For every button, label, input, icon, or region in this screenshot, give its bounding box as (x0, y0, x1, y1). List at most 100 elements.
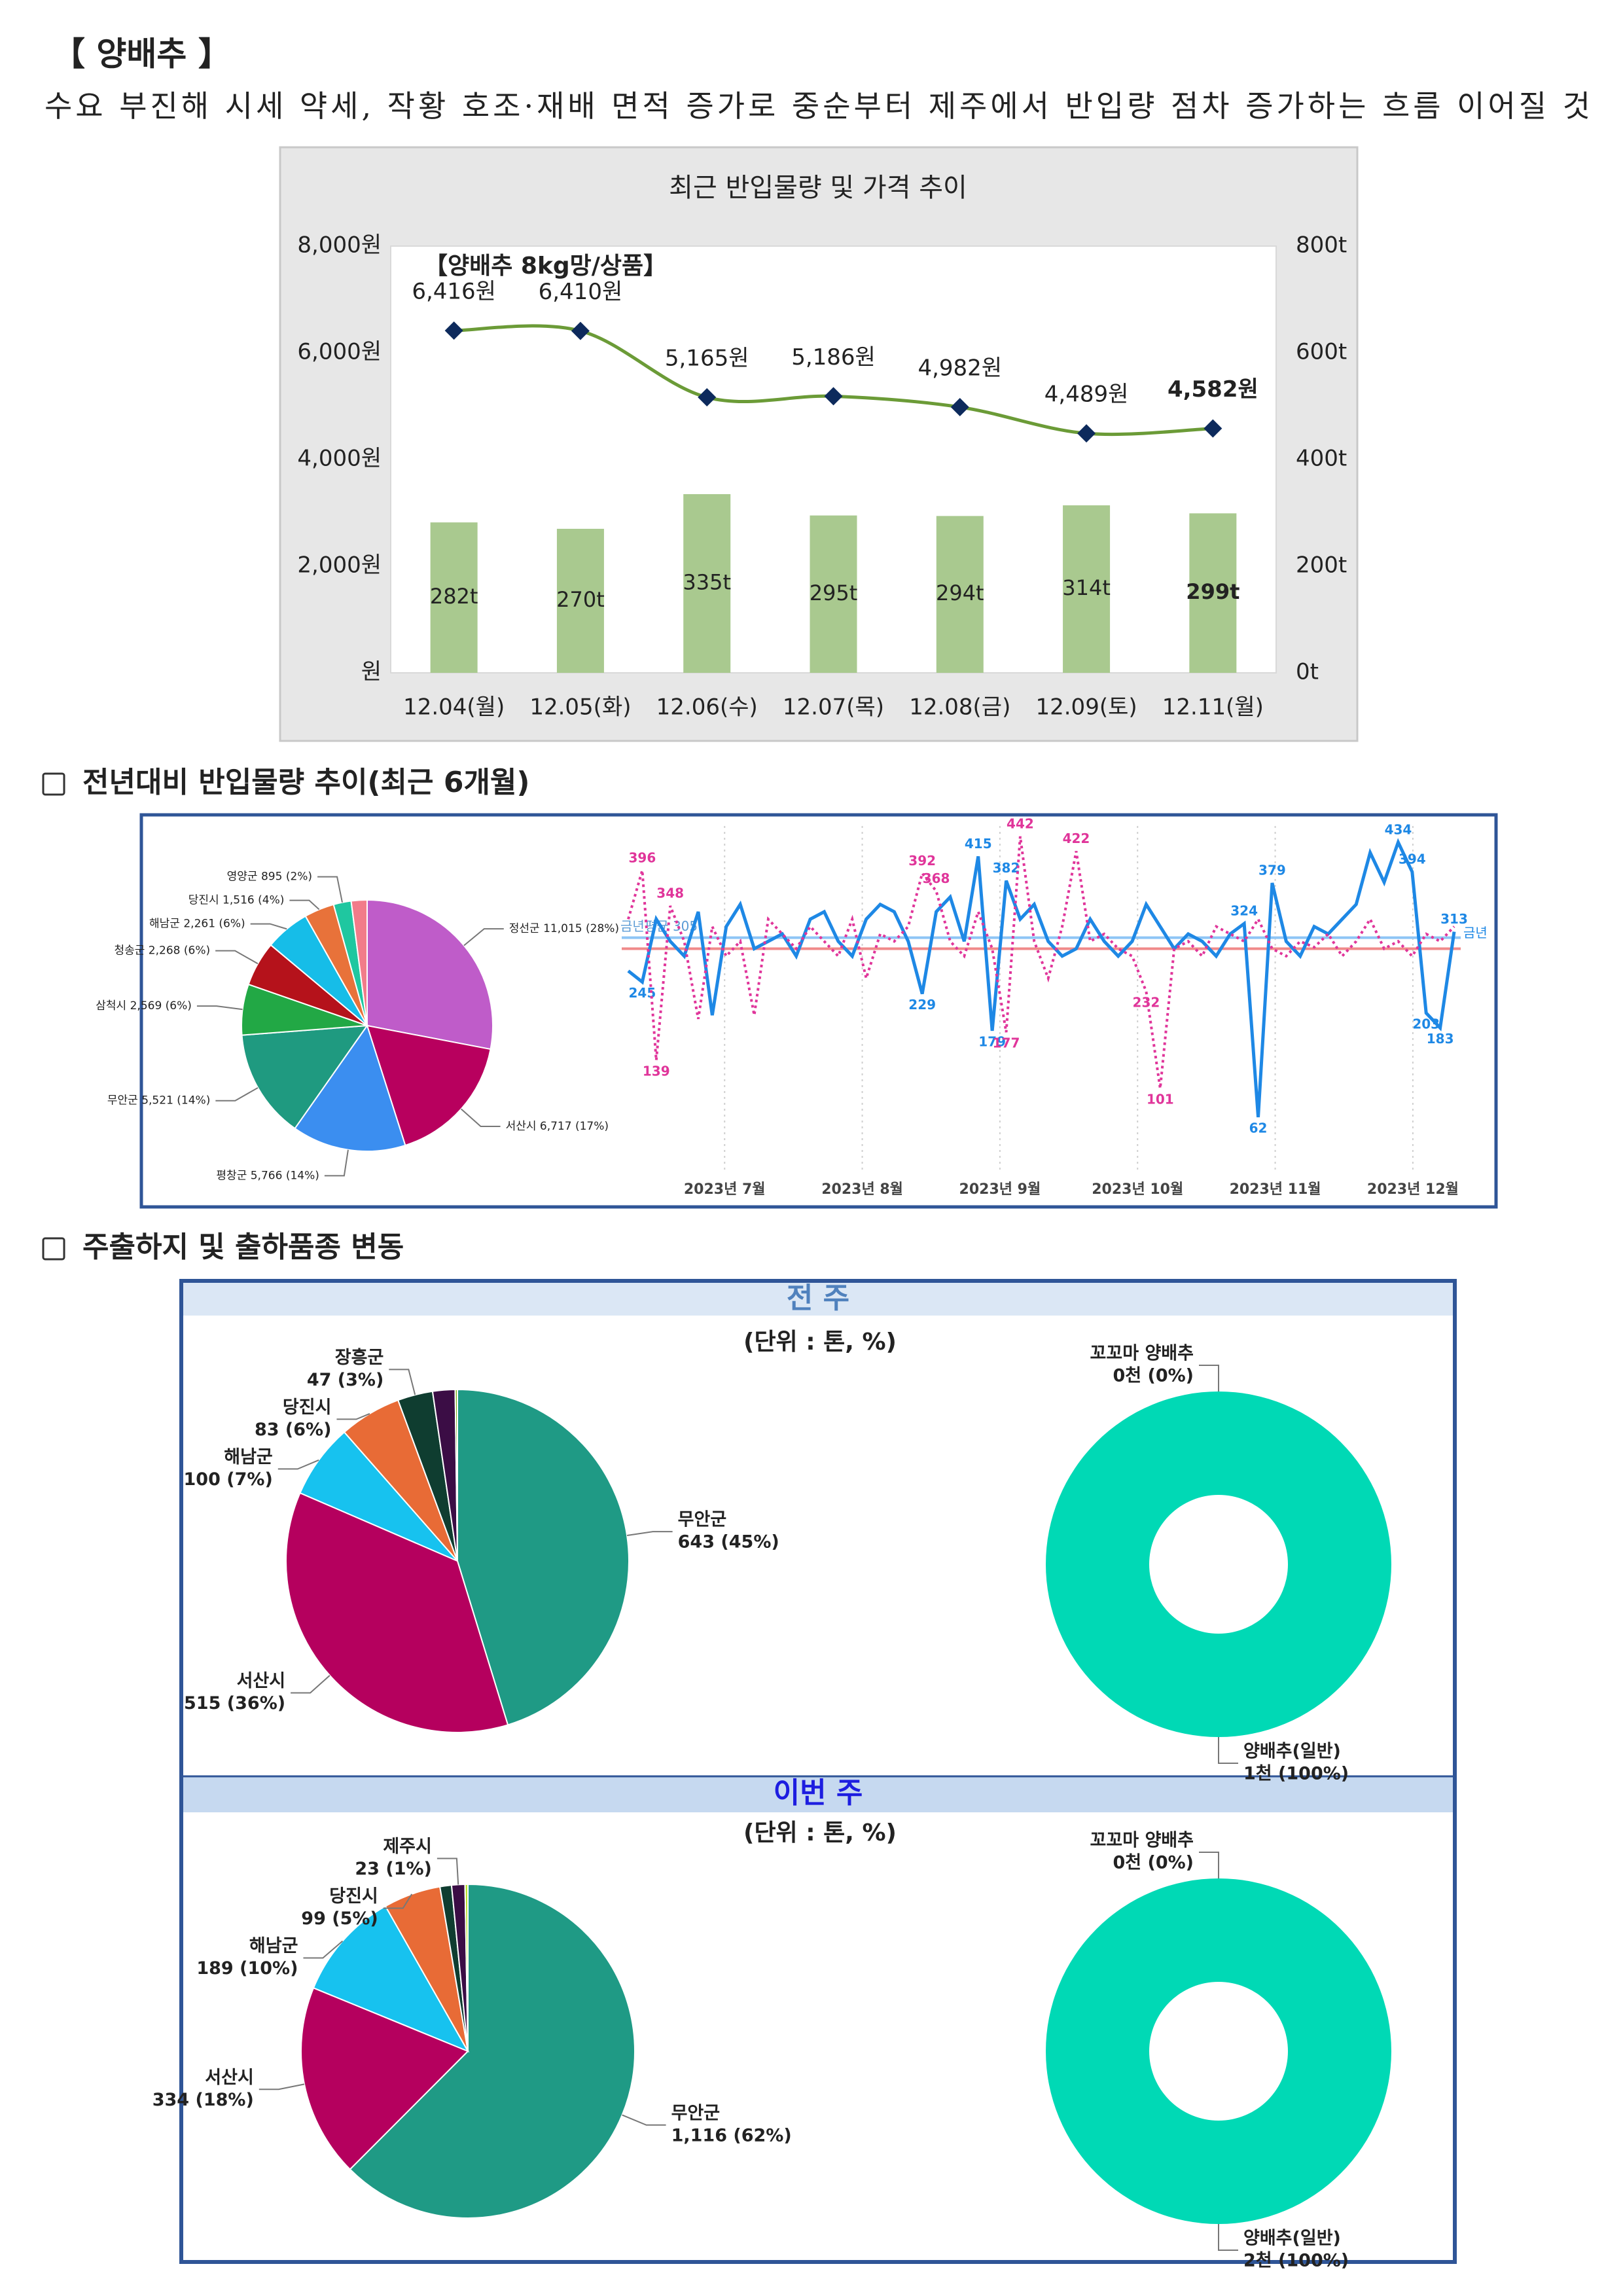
slice-label: 영양군 895 (2%) (227, 870, 312, 884)
line-marker (950, 397, 969, 416)
x-tick-label: 12.11(월) (1162, 694, 1264, 721)
slice-value-label: 1,116 (62%) (671, 2125, 792, 2145)
heading: 【 양배추 】 (52, 35, 231, 73)
y-tick-label: 6,000원 (297, 339, 382, 365)
line-value-label: 4,982원 (918, 355, 1002, 381)
week-label: 전 주 (787, 1282, 849, 1315)
summary: 수요 부진해 시세 약세, 작황 호조·재배 면적 증가로 중순부터 제주에서 … (45, 88, 1590, 124)
leader-line (383, 1893, 413, 1909)
pie-slice (366, 899, 493, 1050)
slice-value-label: 334 (18%) (152, 2090, 254, 2110)
slice-category: 무안군 (671, 2103, 721, 2123)
slice-category: 해남군 (249, 1936, 298, 1956)
leader-line (1218, 2224, 1238, 2251)
point-label: 394 (1399, 852, 1426, 867)
leader-line (303, 1940, 344, 1959)
unit-label: (단위 : 톤, %) (743, 1329, 897, 1355)
slice-category: 서산시 (237, 1671, 286, 1691)
pie-slice (241, 1024, 369, 1130)
slice-value-label: 1천 (100%) (1243, 1764, 1349, 1784)
slice-value-label: 189 (10%) (196, 1958, 298, 1979)
section-title: 전년대비 반입물량 추이(최근 6개월) (82, 766, 530, 799)
leader-line (626, 1531, 673, 1537)
bar-value-label: 282t (430, 584, 478, 609)
slice-category: 당진시 (329, 1886, 378, 1907)
line-value-label: 4,582원 (1168, 376, 1258, 403)
leader-line (336, 1412, 370, 1420)
point-label: 415 (965, 836, 992, 852)
y2-tick-label: 200t (1296, 552, 1347, 579)
x-tick-label: 12.08(금) (909, 694, 1010, 721)
panel-frame (179, 1279, 1457, 2264)
y2-tick-label: 0t (1296, 659, 1319, 685)
point-label: 396 (629, 850, 656, 865)
slice-label: 당진시 1,516 (4%) (188, 894, 285, 907)
point-label: 177 (993, 1035, 1020, 1051)
pie-slice (457, 1388, 630, 1726)
pie-slice (366, 1024, 491, 1147)
bar-value-label: 299t (1186, 579, 1240, 604)
bar-value-label: 335t (683, 569, 731, 594)
line-marker (444, 321, 463, 340)
bar-value-label: 314t (1062, 575, 1111, 600)
x-tick-label: 2023년 9월 (959, 1181, 1041, 1198)
line-value-label: 5,165원 (665, 346, 749, 372)
leader-line (215, 1087, 259, 1102)
leader-line (463, 928, 504, 946)
bar (936, 516, 984, 673)
leader-line (1218, 1737, 1238, 1764)
y-tick-label: 4,000원 (297, 446, 382, 472)
slice-label: 서산시 6,717 (17%) (506, 1120, 609, 1133)
point-label: 442 (1007, 816, 1034, 831)
pie-slice (454, 1388, 458, 1562)
point-label: 313 (1440, 911, 1468, 927)
slice-value-label: 515 (36%) (184, 1693, 285, 1713)
x-tick-label: 12.05(화) (529, 694, 631, 721)
slice-category: 꼬꼬마 양배추 (1090, 1831, 1194, 1851)
slice-label: 정선군 11,015 (28%) (509, 922, 619, 935)
point-label: 139 (643, 1064, 670, 1079)
point-label: 379 (1258, 863, 1286, 878)
pie-slice (300, 1987, 469, 2170)
slice-label: 청송군 2,268 (6%) (114, 944, 210, 958)
pie-slice (294, 1024, 406, 1152)
point-label: 368 (923, 870, 950, 886)
leader-line (196, 1005, 243, 1011)
leader-line (215, 950, 259, 965)
pie-slice (285, 1492, 509, 1733)
line-marker (698, 388, 717, 407)
series-name: 금년 (1463, 925, 1488, 941)
leader-line (622, 2114, 666, 2126)
week-label: 이번 주 (774, 1776, 863, 1810)
point-label: 422 (1063, 831, 1090, 846)
point-label: 348 (656, 886, 684, 901)
x-tick-label: 12.04(월) (403, 694, 505, 721)
x-tick-label: 2023년 10월 (1092, 1181, 1183, 1198)
bar-value-label: 270t (556, 587, 605, 612)
line-value-label: 4,489원 (1044, 382, 1129, 408)
week-band (183, 1776, 1453, 1812)
leader-line (259, 2083, 305, 2090)
x-tick-label: 2023년 7월 (684, 1181, 766, 1198)
checkbox (42, 1237, 65, 1261)
leader-line (460, 1108, 501, 1127)
slice-value-label: 0천 (0%) (1113, 1366, 1194, 1386)
y-tick-label: 8,000원 (297, 232, 382, 259)
slice-category: 장흥군 (335, 1348, 384, 1368)
point-label: 382 (993, 860, 1020, 876)
leader-line (289, 899, 320, 910)
line-value-label: 5,186원 (791, 344, 876, 370)
point-label: 183 (1427, 1031, 1454, 1047)
point-label: 62 (1249, 1120, 1268, 1136)
bar (1189, 513, 1237, 673)
slice-category: 양배추(일반) (1243, 1742, 1341, 1762)
bar (430, 522, 478, 673)
leader-line (324, 1149, 349, 1177)
line-marker (1204, 419, 1222, 438)
bar-value-label: 294t (936, 581, 984, 605)
point-label: 179 (978, 1033, 1006, 1049)
slice-value-label: 2천 (100%) (1243, 2251, 1349, 2271)
slice-category: 양배추(일반) (1243, 2229, 1341, 2249)
